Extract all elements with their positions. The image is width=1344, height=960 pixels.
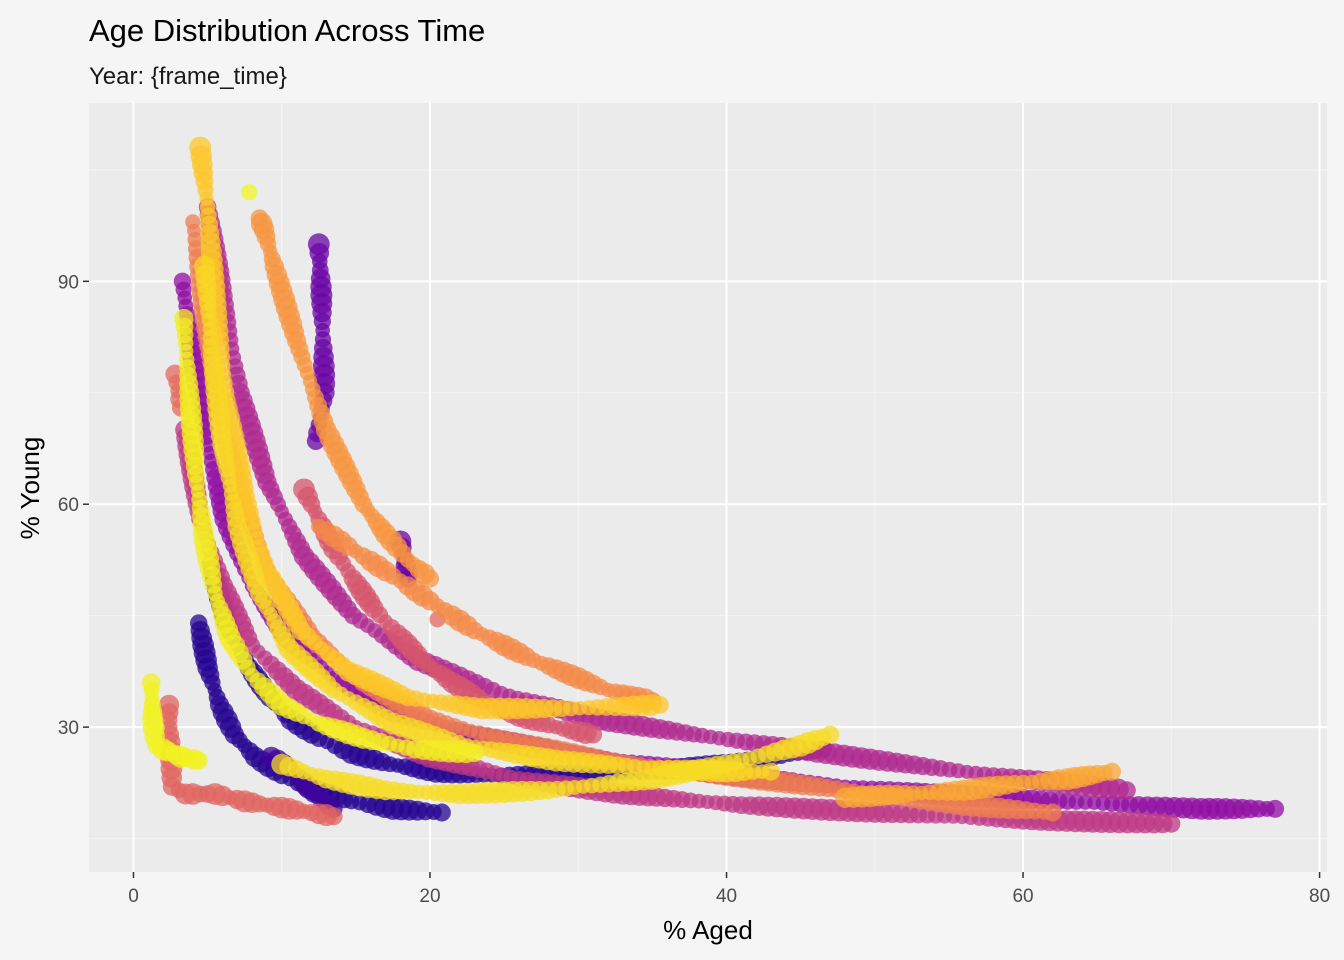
data-point: [1103, 762, 1122, 781]
data-point: [465, 744, 484, 763]
x-axis: 0 20 40 60 80: [128, 872, 1330, 907]
y-tick-label: 90: [58, 272, 79, 293]
data-point: [762, 762, 781, 781]
data-point: [1266, 799, 1285, 818]
data-point: [241, 184, 258, 201]
series-group: [189, 136, 669, 720]
series-group: [141, 673, 208, 770]
data-point: [1043, 803, 1062, 822]
x-axis-label: % Aged: [663, 915, 753, 945]
x-tick-label: 60: [1012, 886, 1033, 907]
series-group: [271, 725, 840, 805]
x-tick-label: 80: [1309, 886, 1330, 907]
data-point: [432, 803, 451, 822]
data-point: [650, 695, 669, 714]
data-point: [324, 807, 343, 826]
y-axis-label: % Young: [15, 437, 45, 540]
minor-gridlines: [89, 103, 1327, 872]
data-point: [1162, 814, 1181, 833]
data-point: [821, 725, 840, 744]
data-point: [1117, 781, 1136, 800]
data-points: [141, 136, 1285, 834]
x-tick-label: 20: [419, 886, 440, 907]
series-group: [834, 762, 1122, 808]
y-tick-label: 60: [58, 495, 79, 516]
y-tick-label: 30: [58, 718, 79, 739]
x-tick-label: 40: [716, 886, 737, 907]
series-group: [250, 209, 440, 588]
chart-title: Age Distribution Across Time: [89, 13, 485, 48]
data-point: [189, 751, 208, 770]
y-axis: 30 60 90: [58, 272, 89, 739]
x-tick-label: 0: [128, 886, 139, 907]
data-point: [421, 569, 440, 588]
series-group: [174, 308, 484, 764]
series-group: [241, 184, 258, 201]
chart-subtitle: Year: {frame_time}: [89, 63, 287, 90]
data-point: [584, 725, 603, 744]
